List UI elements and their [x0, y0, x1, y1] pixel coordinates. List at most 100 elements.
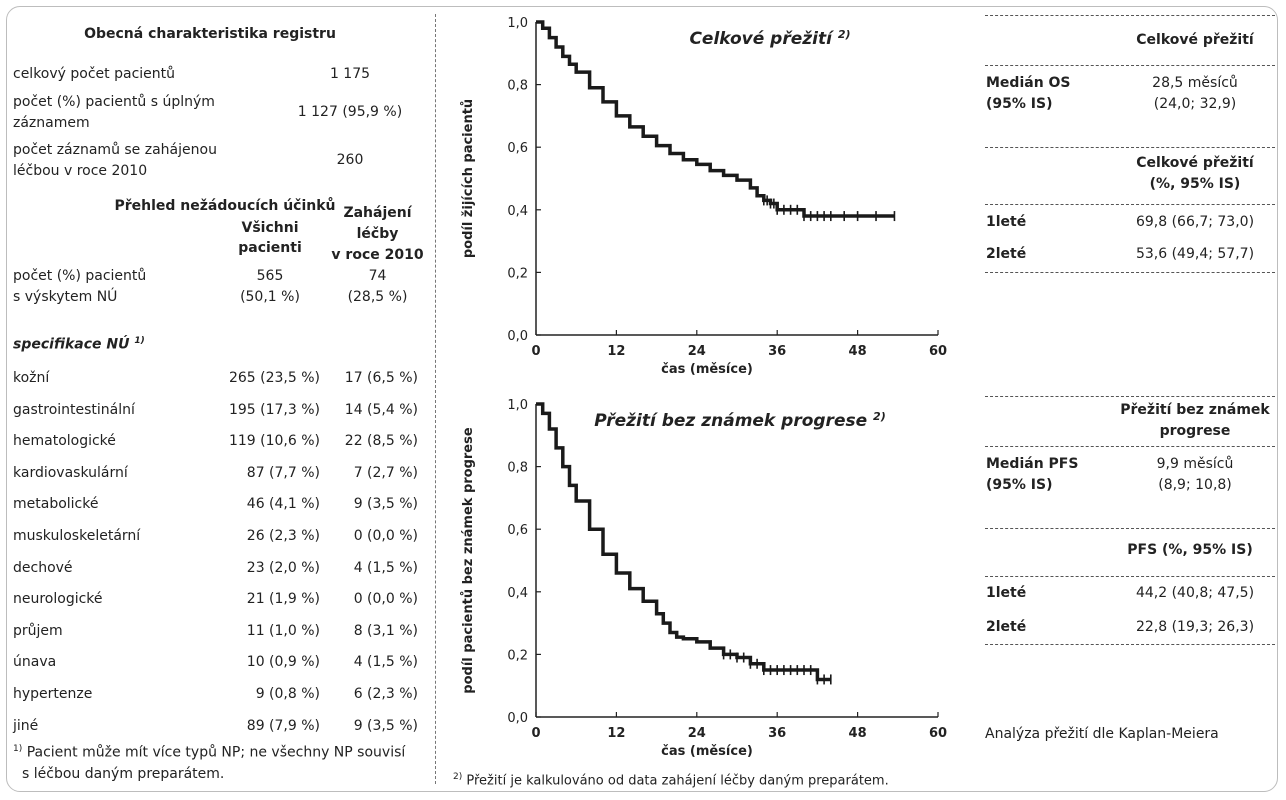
ae-footnote-2: s léčbou daným preparátem. — [22, 766, 225, 782]
ae-col2-line3: v roce 2010 — [331, 247, 424, 263]
registry-label-complete-1: počet (%) pacientů s úplným — [13, 94, 215, 110]
chart-title-text: Přežití bez známek progrese — [594, 411, 873, 431]
ae-row-all: 23 (2,0 %) — [246, 560, 320, 576]
x-tick-label: 24 — [688, 344, 706, 359]
pfs-median-value-1: 9,9 měsíců — [1156, 456, 1234, 472]
y-tick-label: 0,8 — [507, 461, 528, 476]
ae-row-label: neurologické — [13, 591, 103, 607]
chart-title: Přežití bez známek progrese 2) — [594, 410, 885, 431]
x-tick-label: 24 — [688, 726, 706, 741]
chart-title-sup: 2) — [838, 28, 851, 41]
os-median-label-1: Medián OS — [986, 75, 1071, 91]
pfs-chart: 0,0 0,2 0,4 0,6 0,8 1,0 0 12 24 36 48 60 čas (měsíce… — [461, 398, 947, 759]
os-row-value: 69,8 (66,7; 73,0) — [1135, 214, 1255, 230]
ae-row-label: gastrointestinální — [13, 402, 135, 418]
y-tick-label: 1,0 — [507, 16, 528, 31]
ae-total-2010-pct: (28,5 %) — [347, 289, 408, 305]
os-median-label-2: (95% IS) — [986, 96, 1053, 112]
ae-row-2010: 0 (0,0 %) — [353, 528, 418, 544]
os-header: Celkové přežití — [1136, 32, 1254, 48]
os-median-value-1: 28,5 měsíců — [1152, 75, 1238, 91]
os-row-label: 1leté — [986, 214, 1027, 230]
y-tick-label: 0,0 — [507, 711, 528, 726]
ae-row-all: 21 (1,9 %) — [246, 591, 320, 607]
ae-footnote-sup: 1) — [13, 744, 23, 754]
ae-row-all: 11 (1,0 %) — [246, 623, 320, 639]
pfs-median-value-2: (8,9; 10,8) — [1158, 477, 1232, 493]
ae-row-all: 10 (0,9 %) — [246, 654, 320, 670]
ae-row-label: kožní — [13, 370, 50, 386]
y-tick-label: 0,2 — [507, 266, 528, 281]
x-tick-label: 48 — [849, 726, 867, 741]
ae-row-2010: 4 (1,5 %) — [353, 654, 418, 670]
y-tick-label: 0,6 — [507, 141, 528, 156]
ae-total-label-1: počet (%) pacientů — [13, 268, 147, 284]
y-tick-label: 1,0 — [507, 398, 528, 413]
figure-frame — [6, 6, 1278, 792]
registry-value-complete: 1 127 (95,9 %) — [297, 104, 403, 120]
y-tick-label: 0,2 — [507, 648, 528, 663]
registry-value-total: 1 175 — [329, 66, 371, 82]
os-row-label: 2leté — [986, 246, 1027, 262]
os-rate-header-2: (%, 95% IS) — [1149, 176, 1241, 192]
ae-row-2010: 14 (5,4 %) — [344, 402, 418, 418]
ae-row-all: 119 (10,6 %) — [228, 433, 320, 449]
km-curve — [536, 402, 831, 682]
ae-row-all: 265 (23,5 %) — [228, 370, 320, 386]
ae-row-label: metabolické — [13, 496, 99, 512]
pfs-median-label-1: Medián PFS — [986, 456, 1079, 472]
ae-col2-line1: Zahájení — [343, 205, 412, 221]
ae-row-2010: 8 (3,1 %) — [353, 623, 418, 639]
ae-row-all: 87 (7,7 %) — [246, 465, 320, 481]
os-chart: 0,0 0,2 0,4 0,6 0,8 1,0 0 12 24 36 48 60 čas (měsíce… — [461, 16, 947, 377]
x-tick-label: 48 — [849, 344, 867, 359]
ae-col1-line2: pacienti — [238, 240, 302, 256]
y-tick-label: 0,6 — [507, 523, 528, 538]
registry-title: Obecná charakteristika registru — [84, 26, 336, 42]
registry-value-2010: 260 — [336, 152, 364, 168]
ae-row-label: dechové — [13, 560, 73, 576]
ae-col1-line1: Všichni — [241, 220, 299, 236]
ae-total-2010-n: 74 — [368, 268, 387, 284]
ae-row-2010: 22 (8,5 %) — [344, 433, 418, 449]
ae-row-label: průjem — [13, 623, 63, 639]
ae-row-2010: 17 (6,5 %) — [344, 370, 418, 386]
ae-row-label: únava — [13, 654, 57, 670]
y-tick-label: 0,4 — [507, 586, 528, 601]
ae-row-2010: 9 (3,5 %) — [353, 496, 418, 512]
x-tick-label: 36 — [768, 726, 786, 741]
ae-row-2010: 4 (1,5 %) — [353, 560, 418, 576]
x-tick-label: 60 — [929, 344, 947, 359]
y-axis-label: podíl žijících pacientů — [461, 99, 476, 258]
chart-title-sup: 2) — [873, 410, 886, 423]
x-tick-label: 12 — [607, 726, 625, 741]
pfs-header-2: progrese — [1159, 423, 1231, 439]
y-tick-label: 0,0 — [507, 329, 528, 344]
ae-row-all: 26 (2,3 %) — [246, 528, 320, 544]
ae-heading: Přehled nežádoucích účinků — [114, 198, 336, 214]
column-divider — [435, 14, 436, 784]
ae-row-all: 46 (4,1 %) — [246, 496, 320, 512]
bottom-note-sup: 2) — [453, 772, 463, 782]
ae-row-all: 9 (0,8 %) — [255, 686, 320, 702]
x-axis-label: čas (měsíce) — [661, 362, 753, 377]
ae-row-label: kardiovaskulární — [13, 465, 128, 481]
chart-title: Celkové přežití 2) — [689, 28, 850, 49]
ae-row-all: 89 (7,9 %) — [246, 718, 320, 734]
pfs-median-label-2: (95% IS) — [986, 477, 1053, 493]
chart-title-text: Celkové přežití — [689, 29, 837, 49]
pfs-row-label: 1leté — [986, 585, 1027, 601]
registry-label-2010-2: léčbou v roce 2010 — [13, 163, 148, 179]
ae-footnote-1: 1) Pacient může mít více typů NP; ne vše… — [13, 744, 406, 761]
ae-row-label: jiné — [13, 718, 39, 734]
ae-row-2010: 7 (2,7 %) — [353, 465, 418, 481]
ae-col2-line2: léčby — [356, 226, 399, 242]
ae-row-all: 195 (17,3 %) — [228, 402, 320, 418]
x-tick-label: 36 — [768, 344, 786, 359]
ae-total-all-pct: (50,1 %) — [240, 289, 300, 305]
x-tick-label: 60 — [929, 726, 947, 741]
bottom-note: 2) Přežití je kalkulováno od data zaháje… — [453, 772, 889, 789]
ae-total-label-2: s výskytem NÚ — [13, 289, 118, 305]
km-curve — [536, 20, 895, 218]
ae-row-2010: 0 (0,0 %) — [353, 591, 418, 607]
